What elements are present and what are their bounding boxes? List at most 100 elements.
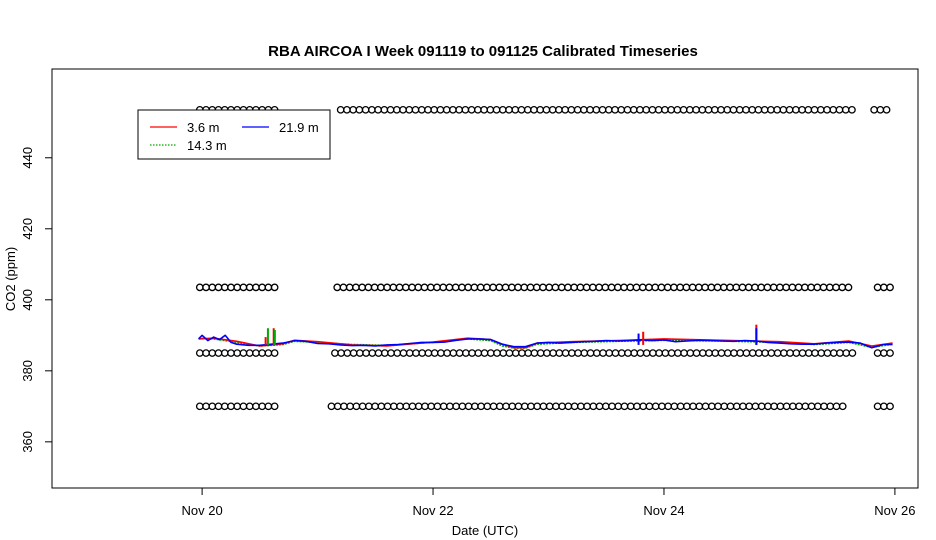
calibration-point bbox=[836, 349, 844, 357]
calibration-point bbox=[333, 402, 342, 411]
calibration-point bbox=[760, 105, 769, 114]
calibration-point bbox=[470, 402, 479, 411]
calibration-point bbox=[195, 349, 204, 357]
calibration-point bbox=[489, 283, 497, 292]
calibration-point bbox=[798, 349, 807, 357]
calibration-point bbox=[551, 283, 560, 292]
calibration-point bbox=[557, 283, 566, 292]
calibration-point bbox=[345, 283, 354, 292]
calibration-point bbox=[370, 283, 379, 292]
calibration-point bbox=[227, 283, 235, 292]
calibration-point bbox=[879, 283, 888, 292]
calibration-point bbox=[567, 105, 576, 114]
calibration-point bbox=[264, 349, 273, 357]
calibration-point bbox=[773, 105, 781, 114]
calibration-point bbox=[686, 349, 695, 357]
calibration-point bbox=[832, 283, 840, 292]
calibration-point bbox=[676, 283, 684, 292]
calibration-point bbox=[374, 349, 383, 357]
calibration-point bbox=[667, 105, 675, 114]
calibration-point bbox=[791, 105, 800, 114]
calibration-point bbox=[848, 349, 857, 357]
calibration-point bbox=[336, 105, 345, 114]
calibration-point bbox=[327, 402, 336, 411]
calibration-point bbox=[586, 349, 595, 357]
calibration-point bbox=[742, 349, 751, 357]
calibration-point bbox=[723, 349, 732, 357]
calibration-point bbox=[543, 349, 551, 357]
calibration-point bbox=[532, 283, 541, 292]
calibration-point bbox=[526, 283, 535, 292]
calibration-point bbox=[873, 283, 882, 292]
calibration-point bbox=[396, 402, 404, 411]
calibration-point bbox=[424, 105, 432, 114]
calibration-point bbox=[361, 105, 370, 114]
calibration-point bbox=[879, 349, 888, 357]
legend-label: 21.9 m bbox=[279, 120, 319, 135]
calibration-point bbox=[580, 349, 589, 357]
calibration-point bbox=[195, 283, 204, 292]
calibration-point bbox=[838, 402, 847, 411]
calibration-point bbox=[233, 283, 242, 292]
calibration-point bbox=[399, 105, 407, 114]
calibration-point bbox=[614, 402, 623, 411]
calibration-point bbox=[439, 283, 448, 292]
series-line-21-9-m bbox=[198, 334, 893, 349]
calibration-point bbox=[548, 105, 557, 114]
calibration-point bbox=[882, 105, 891, 114]
calibration-point bbox=[792, 349, 801, 357]
calibration-point bbox=[474, 349, 483, 357]
calibration-point bbox=[794, 283, 803, 292]
calibration-point bbox=[517, 105, 526, 114]
calibration-point bbox=[227, 402, 235, 411]
calibration-point bbox=[252, 349, 260, 357]
calibration-point bbox=[670, 402, 679, 411]
calibration-point bbox=[405, 349, 414, 357]
calibration-point bbox=[258, 402, 266, 411]
calibration-point bbox=[489, 402, 498, 411]
calibration-point bbox=[823, 349, 832, 357]
calibration-point bbox=[657, 283, 666, 292]
calibration-point bbox=[202, 402, 210, 411]
calibration-point bbox=[701, 283, 709, 292]
calibration-point bbox=[333, 283, 342, 292]
calibration-point bbox=[570, 283, 578, 292]
calibration-point bbox=[782, 283, 790, 292]
calibration-point bbox=[576, 283, 585, 292]
calibration-point bbox=[418, 349, 427, 357]
calibration-point bbox=[663, 283, 672, 292]
x-tick-label: Nov 26 bbox=[874, 503, 915, 518]
calibration-point bbox=[698, 349, 707, 357]
calibration-point bbox=[608, 402, 616, 411]
calibration-point bbox=[530, 349, 539, 357]
calibration-point bbox=[402, 402, 411, 411]
calibration-point bbox=[208, 349, 217, 357]
calibration-point bbox=[751, 283, 759, 292]
calibration-point bbox=[807, 402, 816, 411]
calibration-point bbox=[601, 283, 610, 292]
calibration-point bbox=[567, 349, 576, 357]
calibration-point bbox=[355, 349, 364, 357]
calibration-point bbox=[829, 105, 838, 114]
calibration-point bbox=[508, 402, 517, 411]
calibration-point bbox=[436, 105, 445, 114]
calibration-point bbox=[380, 105, 389, 114]
calibration-point bbox=[732, 283, 741, 292]
x-axis: Nov 20 Nov 22 Nov 24 Nov 26 bbox=[182, 487, 916, 518]
calibration-point bbox=[443, 349, 451, 357]
calibration-point bbox=[358, 283, 366, 292]
calibration-point bbox=[495, 283, 504, 292]
calibration-point bbox=[592, 105, 601, 114]
calibration-point bbox=[461, 349, 470, 357]
calibration-point bbox=[395, 283, 404, 292]
calibration-point bbox=[698, 105, 707, 114]
calibration-point bbox=[773, 349, 782, 357]
calibration-point bbox=[586, 105, 594, 114]
calibration-point bbox=[245, 349, 254, 357]
calibration-point bbox=[770, 402, 778, 411]
calibration-point bbox=[264, 283, 273, 292]
calibration-point bbox=[427, 402, 436, 411]
calibration-point bbox=[695, 402, 704, 411]
calibration-point bbox=[245, 402, 254, 411]
calibration-point bbox=[626, 402, 635, 411]
